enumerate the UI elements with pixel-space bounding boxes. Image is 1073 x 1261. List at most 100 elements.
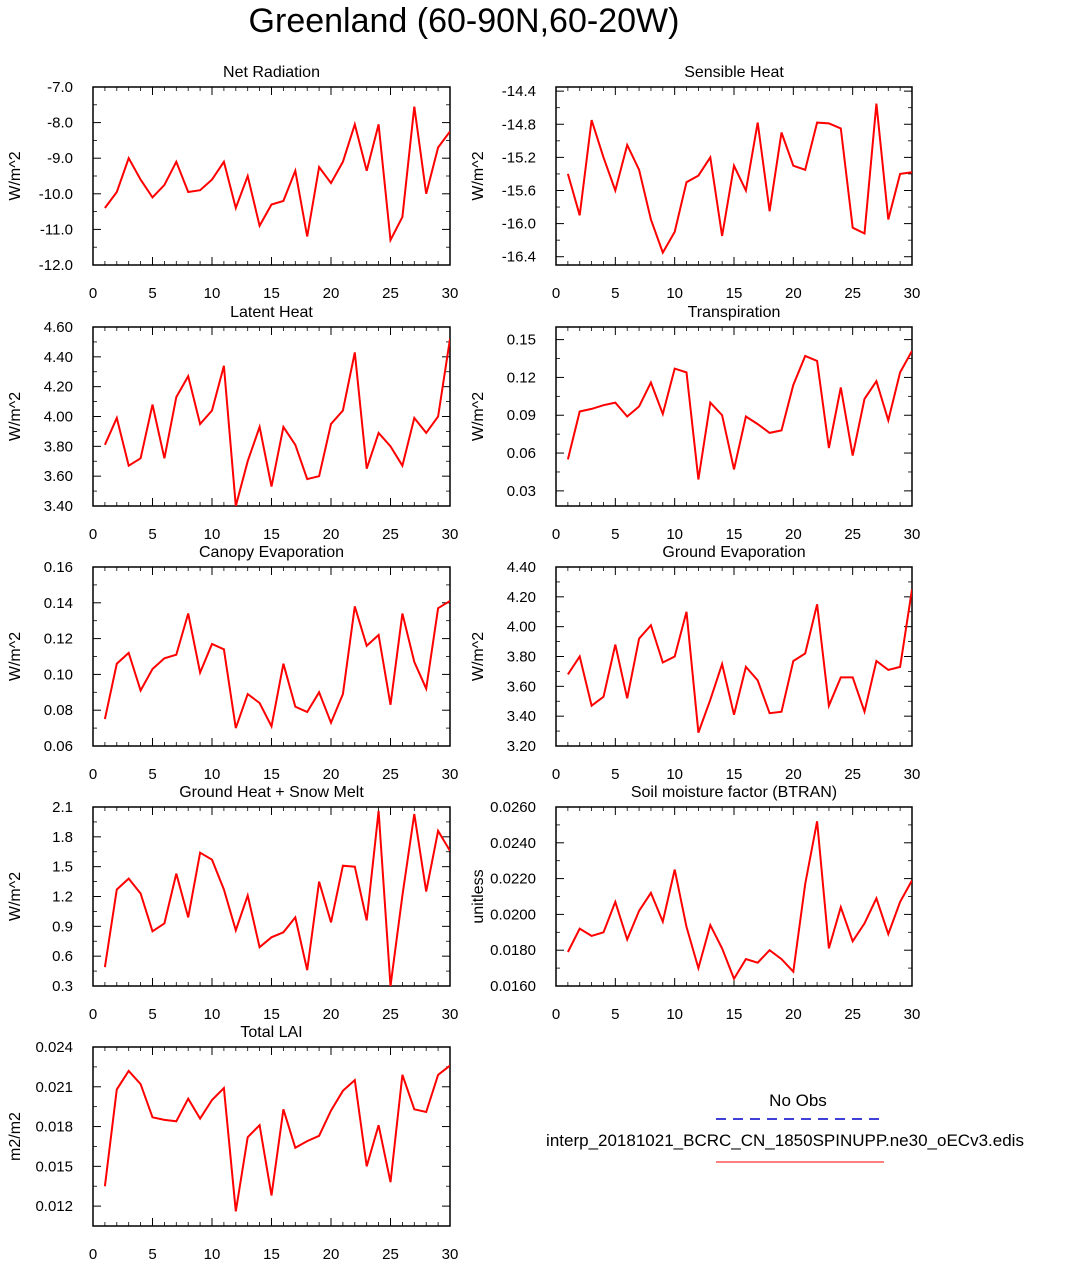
canopy-evaporation-ylabel: W/m^2 [7, 632, 24, 681]
transpiration-xtick-label: 20 [785, 526, 802, 543]
canopy-evaporation-xtick-label: 0 [89, 766, 97, 783]
transpiration-ylabel: W/m^2 [470, 392, 487, 441]
latent-heat-series-line [103, 338, 450, 506]
net-radiation-ytick-label: -10.0 [39, 186, 73, 203]
net-radiation-xtick-label: 10 [204, 285, 221, 302]
transpiration-xtick-label: 10 [666, 526, 683, 543]
total-lai-ylabel: m2/m2 [7, 1112, 24, 1161]
canopy-evaporation-xtick-label: 30 [442, 766, 459, 783]
soil-moisture-factor-series-line [567, 821, 912, 982]
canopy-evaporation-ytick-label: 0.08 [44, 702, 73, 719]
sensible-heat-xtick-label: 25 [844, 285, 861, 302]
soil-moisture-factor-title: Soil moisture factor (BTRAN) [631, 784, 837, 801]
soil-moisture-factor-xtick-label: 15 [726, 1006, 743, 1023]
sensible-heat-series-line [566, 103, 912, 255]
soil-moisture-factor-xtick-label: 10 [666, 1006, 683, 1023]
soil-moisture-factor-ytick-label: 0.0180 [490, 942, 536, 959]
panel-ground-evaporation: Ground Evaporation W/m^2 0 5 10 15 20 25 30 3.20 3… [470, 544, 920, 783]
sensible-heat-ytick-label: -16.0 [502, 216, 536, 233]
panel-ground-heat-snow-melt: Ground Heat + Snow Melt W/m^2 0 5 10 15 20 25 30… [7, 784, 458, 1023]
transpiration-xtick-label: 5 [611, 526, 619, 543]
figure-title: Greenland (60-90N,60-20W) [249, 2, 680, 40]
ground-evaporation-ytick-label: 4.40 [507, 559, 536, 576]
total-lai-ytick-label: 0.024 [35, 1039, 73, 1056]
canopy-evaporation-xtick-label: 10 [204, 766, 221, 783]
net-radiation-ytick-label: -11.0 [40, 221, 73, 238]
soil-moisture-factor-xtick-label: 25 [844, 1006, 861, 1023]
total-lai-series-line [103, 1064, 450, 1212]
ground-evaporation-ytick-label: 4.00 [507, 619, 536, 636]
total-lai-title: Total LAI [240, 1024, 302, 1041]
latent-heat-xtick-label: 25 [382, 526, 399, 543]
canopy-evaporation-xtick-label: 5 [148, 766, 156, 783]
ground-evaporation-ytick-label: 3.20 [507, 738, 536, 755]
soil-moisture-factor-xtick-label: 5 [611, 1006, 619, 1023]
transpiration-ytick-label: 0.03 [507, 483, 536, 500]
net-radiation-ytick-label: -9.0 [47, 150, 73, 167]
panel-net-radiation: Net Radiation W/m^2 0 5 10 15 20 25 30 -12.0 -11.0… [7, 64, 458, 302]
net-radiation-ytick-label: -7.0 [47, 79, 73, 96]
ground-heat-snow-melt-ytick-label: 1.2 [52, 889, 73, 906]
total-lai-ytick-label: 0.015 [35, 1158, 73, 1175]
panel-transpiration: Transpiration W/m^2 0 5 10 15 20 25 30 0.03 0.06 0.… [470, 304, 920, 543]
canopy-evaporation-ytick-label: 0.12 [44, 631, 73, 648]
legend-label-model: interp_20181021_BCRC_CN_1850SPINUPP.ne30… [546, 1131, 1024, 1150]
canopy-evaporation-ytick-label: 0.10 [44, 666, 73, 683]
transpiration-xtick-label: 15 [726, 526, 743, 543]
ground-heat-snow-melt-xtick-label: 30 [442, 1006, 459, 1023]
transpiration-ytick-label: 0.15 [507, 332, 536, 349]
transpiration-xtick-label: 30 [904, 526, 921, 543]
transpiration-xtick-label: 0 [552, 526, 560, 543]
canopy-evaporation-series-line [103, 600, 450, 730]
soil-moisture-factor-xtick-label: 0 [552, 1006, 560, 1023]
ground-evaporation-ylabel: W/m^2 [470, 632, 487, 681]
sensible-heat-xtick-label: 15 [726, 285, 743, 302]
sensible-heat-ytick-label: -15.6 [502, 182, 536, 199]
ground-evaporation-title: Ground Evaporation [662, 544, 805, 561]
panel-total-lai: Total LAI m2/m2 0 5 10 15 20 25 30 0.012 0.015 0.01… [7, 1024, 458, 1261]
ground-heat-snow-melt-ytick-label: 0.6 [52, 948, 73, 965]
legend: No Obs interp_20181021_BCRC_CN_1850SPINU… [546, 1091, 1024, 1163]
soil-moisture-factor-ylabel: unitless [470, 869, 487, 923]
sensible-heat-ytick-label: -14.8 [502, 116, 536, 133]
canopy-evaporation-title: Canopy Evaporation [199, 544, 344, 561]
soil-moisture-factor-plot-frame [555, 806, 913, 987]
ground-heat-snow-melt-xtick-label: 15 [263, 1006, 280, 1023]
ground-heat-snow-melt-ytick-label: 1.8 [52, 829, 73, 846]
ground-evaporation-xtick-label: 15 [726, 766, 743, 783]
transpiration-xtick-label: 25 [844, 526, 861, 543]
ground-heat-snow-melt-ytick-label: 2.1 [52, 799, 73, 816]
total-lai-xtick-label: 15 [263, 1246, 280, 1261]
ground-evaporation-xtick-label: 25 [844, 766, 861, 783]
total-lai-ytick-label: 0.018 [35, 1119, 73, 1136]
net-radiation-ylabel: W/m^2 [7, 151, 24, 200]
canopy-evaporation-ytick-label: 0.14 [44, 595, 73, 612]
total-lai-xtick-label: 30 [442, 1246, 459, 1261]
total-lai-xtick-label: 20 [323, 1246, 340, 1261]
canopy-evaporation-ytick-label: 0.06 [44, 738, 73, 755]
net-radiation-xtick-label: 15 [263, 285, 280, 302]
latent-heat-ytick-label: 4.60 [44, 319, 73, 336]
transpiration-series-line [566, 350, 912, 480]
sensible-heat-xtick-label: 30 [904, 285, 921, 302]
ground-evaporation-xtick-label: 10 [666, 766, 683, 783]
ground-heat-snow-melt-ytick-label: 1.5 [52, 859, 73, 876]
net-radiation-plot-frame [92, 86, 451, 266]
net-radiation-ytick-label: -8.0 [47, 115, 73, 132]
latent-heat-ytick-label: 3.60 [44, 468, 73, 485]
latent-heat-xtick-label: 20 [323, 526, 340, 543]
latent-heat-xtick-label: 15 [263, 526, 280, 543]
sensible-heat-title: Sensible Heat [684, 64, 784, 81]
panel-sensible-heat: Sensible Heat W/m^2 0 5 10 15 20 25 30 -16.4 -16.0… [470, 64, 920, 302]
latent-heat-ytick-label: 3.40 [44, 498, 73, 515]
latent-heat-ytick-label: 4.40 [44, 349, 73, 366]
ground-evaporation-xtick-label: 20 [785, 766, 802, 783]
sensible-heat-xtick-label: 5 [611, 285, 619, 302]
latent-heat-xtick-label: 0 [89, 526, 97, 543]
ground-evaporation-ytick-label: 3.60 [507, 678, 536, 695]
ground-heat-snow-melt-plot-frame [92, 806, 451, 987]
sensible-heat-xtick-label: 20 [785, 285, 802, 302]
ground-heat-snow-melt-ytick-label: 0.9 [52, 918, 73, 935]
ground-evaporation-ytick-label: 3.40 [507, 708, 536, 725]
